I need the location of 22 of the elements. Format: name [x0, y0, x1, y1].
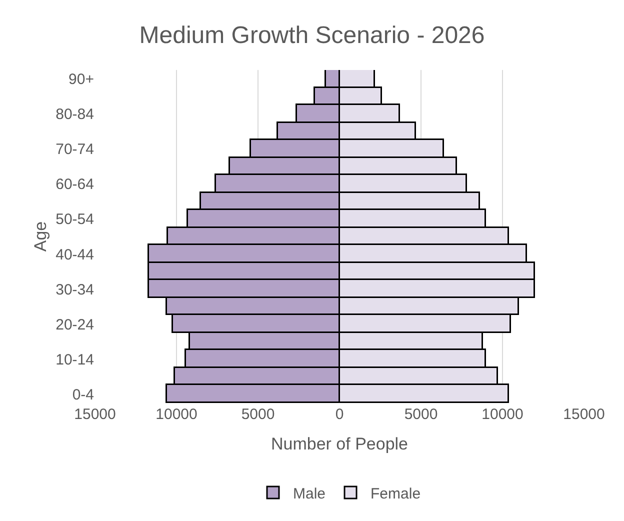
y-axis-title: Age: [31, 221, 50, 252]
x-tick-label: 0: [335, 406, 344, 423]
chart-title: Medium Growth Scenario - 2026: [139, 22, 485, 49]
x-tick-label: 5000: [241, 406, 275, 423]
y-tick-label: 80-84: [56, 106, 94, 124]
x-tick-label: 5000: [404, 406, 438, 423]
legend-label: Male: [293, 485, 326, 502]
x-axis-title: Number of People: [270, 434, 408, 454]
y-tick-label: 50-54: [56, 211, 94, 228]
y-tick-label: 20-24: [56, 316, 94, 334]
legend-label: Female: [370, 485, 421, 502]
x-tick-label: 10000: [482, 406, 524, 423]
x-tick-label: 15000: [74, 406, 116, 423]
x-tick-label: 10000: [156, 406, 198, 423]
y-tick-label: 40-44: [56, 246, 94, 264]
y-tick-label: 10-14: [56, 351, 94, 368]
y-tick-label: 60-64: [56, 176, 94, 194]
y-tick-label: 70-74: [56, 141, 94, 158]
y-tick-label: 30-34: [56, 281, 94, 298]
y-tick-label: 90+: [68, 71, 94, 88]
y-tick-label: 0-4: [72, 386, 94, 404]
x-tick-label: 15000: [563, 406, 605, 423]
